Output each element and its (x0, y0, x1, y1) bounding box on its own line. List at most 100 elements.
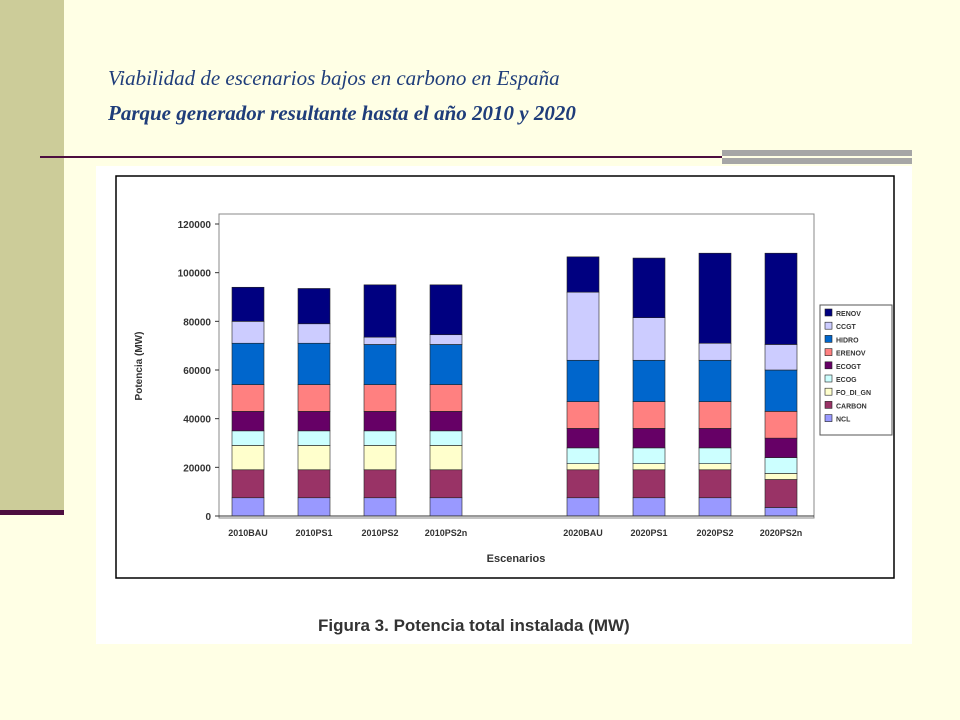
bar-segment-fo-di-gn-2010ps1 (297, 445, 331, 471)
gray-rule-top (722, 150, 912, 156)
bar-segment-carbon-2020ps1 (632, 469, 666, 499)
bar-segment-carbon-2010ps2n (429, 469, 463, 499)
legend: RENOV CCGT HIDRO ERENOV ECOGT ECOG FO_DI_GN CAR… (819, 304, 893, 436)
x-tick-label: 2020PS2 (696, 528, 733, 538)
slide-title: Viabilidad de escenarios bajos en carbon… (108, 66, 560, 90)
x-tick-label: 2020BAU (563, 528, 603, 538)
legend-label-erenov: ERENOV (836, 351, 866, 358)
bar-segment-ncl-2010ps2 (363, 497, 397, 517)
y-tick-label: 120000 (178, 220, 212, 231)
bar-segment-carbon-2010bau (231, 469, 265, 499)
bar-segment-erenov-2020ps2 (698, 401, 732, 429)
y-tick-label: 80000 (183, 317, 211, 328)
bar-segment-ecog-2020ps2n (764, 457, 798, 474)
bar-segment-fo-di-gn-2010ps2n (429, 445, 463, 471)
bar-segment-hidro-2020ps2 (698, 359, 732, 402)
legend-label-carbon: CARBON (836, 403, 867, 410)
bar-segment-hidro-2010ps1 (297, 342, 331, 385)
bar-segment-ecog-2020ps1 (632, 447, 666, 464)
bar-segment-ccgt-2020bau (566, 291, 600, 361)
accent-band-bottom (0, 510, 64, 515)
bar-segment-erenov-2010ps2 (363, 384, 397, 412)
bar-segment-ecog-2020bau (566, 447, 600, 464)
bar-segment-ncl-2010ps2n (429, 497, 463, 517)
bar-segment-erenov-2020bau (566, 401, 600, 429)
legend-swatch-renov (824, 308, 833, 317)
accent-band (0, 0, 64, 510)
bar-segment-ecogt-2020ps2 (698, 428, 732, 449)
bar-segment-ccgt-2010bau (231, 321, 265, 344)
bar-segment-ncl-2020ps1 (632, 497, 666, 517)
bar-segment-ccgt-2020ps2n (764, 344, 798, 371)
bar-segment-ecog-2020ps2 (698, 447, 732, 464)
legend-swatch-ecog (824, 374, 833, 383)
bar-segment-hidro-2020ps1 (632, 359, 666, 402)
legend-swatch-fo-di-gn (824, 387, 833, 396)
legend-label-ecogt: ECOGT (836, 364, 862, 371)
bar-segment-ccgt-2010ps1 (297, 323, 331, 344)
figure-panel: 0 20000 40000 60000 80000 100000 120000 2010BA… (96, 166, 912, 644)
bar-segment-ecog-2010ps2n (429, 430, 463, 446)
legend-swatch-ecogt (824, 361, 833, 370)
bar-segment-ecogt-2010ps2n (429, 411, 463, 432)
bar-segment-renov-2010ps1 (297, 288, 331, 325)
x-tick-label: 2020PS2n (760, 528, 803, 538)
bar-segment-ncl-2010bau (231, 497, 265, 517)
slide-subtitle: Parque generador resultante hasta el año… (108, 101, 576, 125)
bar-segment-renov-2010ps2n (429, 284, 463, 336)
bar-segment-ecogt-2020bau (566, 428, 600, 449)
legend-swatch-carbon (824, 401, 833, 409)
legend-swatch-ccgt (824, 321, 833, 330)
y-tick-label: 60000 (183, 366, 211, 377)
gray-rule-bottom (722, 158, 912, 164)
x-axis-label: Escenarios (487, 553, 546, 565)
y-tick-label: 40000 (183, 415, 211, 426)
bar-segment-fo-di-gn-2010bau (231, 445, 265, 471)
bar-segment-ecog-2010bau (231, 430, 265, 446)
y-tick-label: 100000 (178, 269, 212, 280)
bar-segment-ncl-2020ps2 (698, 497, 732, 517)
bar-segment-hidro-2010bau (231, 342, 265, 385)
bar-segment-ecog-2010ps2 (363, 430, 397, 446)
y-tick-label: 0 (205, 512, 211, 523)
bar-segment-renov-2020bau (566, 256, 600, 293)
bar-segment-ecogt-2010ps2 (363, 411, 397, 432)
bar-segment-erenov-2010ps2n (429, 384, 463, 412)
legend-label-hidro: HIDRO (836, 337, 859, 344)
bar-segment-ccgt-2010ps2n (429, 334, 463, 345)
bar-segment-carbon-2020ps2n (764, 479, 798, 508)
bar-segment-ecogt-2020ps2n (764, 437, 798, 458)
bar-segment-fo-di-gn-2020ps1 (632, 463, 666, 471)
x-tick-label: 2010PS1 (295, 528, 332, 538)
y-tick-label: 20000 (183, 463, 211, 474)
bar-segment-hidro-2020bau (566, 359, 600, 402)
legend-label-ecog: ECOG (836, 377, 857, 384)
bar-segment-ccgt-2010ps2 (363, 336, 397, 345)
bar-segment-erenov-2020ps2n (764, 411, 798, 439)
bar-segment-ccgt-2020ps1 (632, 317, 666, 361)
figure-caption: Figura 3. Potencia total instalada (MW) (318, 616, 630, 635)
legend-swatch-erenov (824, 348, 833, 356)
legend-label-renov: RENOV (836, 311, 861, 318)
bar-segment-ncl-2020ps2n (764, 507, 798, 517)
bar-segment-erenov-2010ps1 (297, 384, 331, 412)
x-tick-label: 2020PS1 (630, 528, 667, 538)
legend-label-ccgt: CCGT (836, 324, 857, 331)
legend-swatch-ncl (824, 414, 833, 422)
bar-segment-ecogt-2020ps1 (632, 428, 666, 449)
bar-segment-ecogt-2010ps1 (297, 411, 331, 432)
bar-segment-renov-2020ps2 (698, 252, 732, 344)
x-tick-label: 2010PS2 (361, 528, 398, 538)
bar-segment-hidro-2020ps2n (764, 369, 798, 412)
bar-segment-ecogt-2010bau (231, 411, 265, 432)
bar-segment-ncl-2020bau (566, 497, 600, 517)
legend-label-fo-di-gn: FO_DI_GN (836, 390, 871, 397)
bar-segment-renov-2010ps2 (363, 284, 397, 338)
bar-segment-renov-2020ps1 (632, 257, 666, 318)
bar-segment-fo-di-gn-2020ps2 (698, 463, 732, 471)
bar-segment-renov-2010bau (231, 286, 265, 322)
bar-segment-hidro-2010ps2 (363, 344, 397, 385)
bar-segment-fo-di-gn-2020ps2n (764, 473, 798, 480)
bar-segment-carbon-2020bau (566, 469, 600, 499)
y-axis-label: Potencia (MW) (134, 332, 145, 401)
